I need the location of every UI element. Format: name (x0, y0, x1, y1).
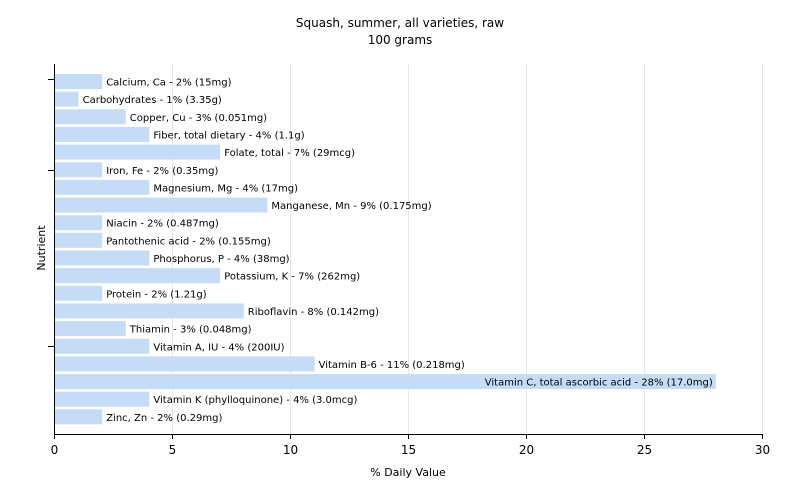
x-tick-label: 5 (169, 443, 177, 457)
bar (55, 144, 221, 160)
bar-label: Potassium, K - 7% (262mg) (224, 272, 360, 283)
bar-label: Fiber, total dietary - 4% (1.1g) (153, 130, 304, 141)
bar-label: Copper, Cu - 3% (0.051mg) (130, 113, 267, 124)
bar (55, 338, 150, 354)
x-tick-label: 15 (401, 443, 416, 457)
bar-label: Iron, Fe - 2% (0.35mg) (106, 166, 218, 177)
chart-subtitle: 100 grams (368, 33, 433, 47)
bar (55, 74, 103, 89)
bar-label: Vitamin A, IU - 4% (200IU) (153, 342, 284, 353)
bar (55, 197, 268, 213)
bar (55, 321, 126, 337)
bar-label: Vitamin B-6 - 11% (0.218mg) (319, 360, 465, 371)
bar-label: Protein - 2% (1.21g) (106, 289, 207, 300)
chart-title: Squash, summer, all varieties, raw (296, 16, 504, 30)
x-axis-title: % Daily Value (370, 466, 446, 479)
bar (55, 126, 150, 142)
bar (55, 391, 150, 407)
x-tick-label: 20 (519, 443, 534, 457)
bar (55, 179, 150, 195)
x-tick-label: 30 (755, 443, 770, 457)
bar-label: Magnesium, Mg - 4% (17mg) (153, 183, 298, 194)
bar-label: Thiamin - 3% (0.048mg) (129, 325, 252, 336)
bar-label: Pantothenic acid - 2% (0.155mg) (106, 236, 271, 247)
bar-label: Manganese, Mn - 9% (0.175mg) (271, 201, 431, 212)
bar-label: Folate, total - 7% (29mcg) (224, 148, 355, 159)
bar-labels: Calcium, Ca - 2% (15mg) Carbohydrates - 1… (83, 78, 713, 424)
bar-label: Calcium, Ca - 2% (15mg) (106, 78, 231, 89)
bar (55, 109, 126, 125)
gridlines (172, 64, 763, 434)
bar-label: Riboflavin - 8% (0.142mg) (248, 307, 379, 318)
bar-label: Phosphorus, P - 4% (38mg) (153, 254, 289, 265)
bar (55, 215, 103, 231)
bar (55, 409, 103, 425)
bars (55, 74, 716, 425)
axes (48, 64, 763, 439)
x-tick-label: 10 (283, 443, 298, 457)
bar (55, 162, 103, 178)
x-tick-label: 0 (51, 443, 59, 457)
bar-label: Vitamin K (phylloquinone) - 4% (3.0mcg) (153, 395, 357, 406)
bar (55, 91, 79, 107)
bar-label: Niacin - 2% (0.487mg) (106, 219, 219, 230)
x-tick-labels: 0 5 10 15 20 25 30 (51, 443, 770, 457)
bar (55, 232, 103, 248)
bar-label: Zinc, Zn - 2% (0.29mg) (106, 413, 222, 424)
bar-label: Carbohydrates - 1% (3.35g) (83, 95, 222, 106)
bar (55, 356, 315, 372)
bar-label: Vitamin C, total ascorbic acid - 28% (17… (485, 378, 713, 389)
bar (55, 285, 103, 301)
bar (55, 250, 150, 266)
bar (55, 303, 244, 319)
bar (55, 268, 221, 284)
x-tick-label: 25 (637, 443, 652, 457)
y-axis-title: Nutrient (35, 225, 48, 271)
bar (55, 374, 716, 390)
